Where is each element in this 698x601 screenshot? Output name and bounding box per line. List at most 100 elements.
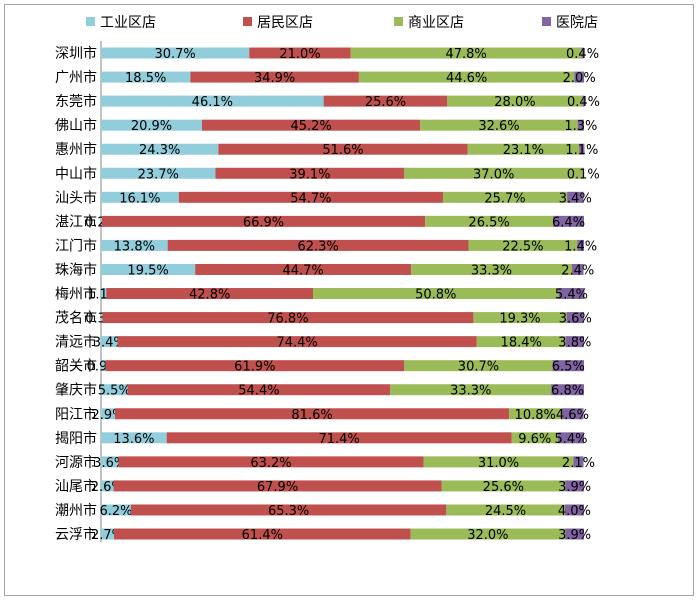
bar-segment-series-2 — [323, 95, 448, 107]
data-label-series-4: 5.4% — [555, 288, 588, 303]
bar-segment-series-3 — [404, 167, 584, 179]
data-label-series-2: 67.9% — [257, 480, 298, 495]
legend-label-3: 商业区店 — [408, 15, 464, 31]
legend-label-4: 医院店 — [556, 15, 598, 31]
plot-area: 深圳市 30.7% 21.0% 47.8% 0.4% 广州市 18.5% 34.9% 44.6%… — [55, 41, 600, 543]
data-label-series-4: 6.4% — [552, 215, 585, 230]
bar-segment-series-2 — [106, 288, 314, 300]
data-label-series-2: 74.4% — [276, 336, 317, 351]
bar-segment-series-1 — [101, 95, 324, 107]
data-label-series-3: 18.4% — [501, 336, 542, 351]
data-label-series-1: 20.9% — [131, 119, 172, 134]
data-label-series-3: 22.5% — [502, 239, 543, 254]
bar-segment-series-2 — [115, 408, 510, 420]
category-label: 云浮市 — [55, 526, 97, 543]
bar-segment-series-4 — [557, 432, 584, 444]
bar-segment-series-4 — [574, 71, 584, 83]
legend-swatch-3 — [394, 17, 403, 26]
data-label-series-4: 3.8% — [558, 336, 591, 351]
data-label-series-1: 46.1% — [192, 95, 233, 110]
data-label-series-1: 30.7% — [154, 47, 195, 62]
bar-segment-series-4 — [581, 47, 584, 59]
category-label: 珠海市 — [55, 261, 97, 278]
data-label-series-2: 65.3% — [268, 504, 309, 519]
bar-segment-series-4 — [573, 456, 584, 468]
data-label-series-4: 4.6% — [556, 408, 589, 423]
category-label: 潮州市 — [55, 502, 97, 519]
category-label: 湛江市 — [55, 213, 97, 230]
bar-segment-series-1 — [101, 215, 102, 227]
data-label-series-2: 61.9% — [234, 360, 275, 375]
data-label-series-3: 32.0% — [467, 528, 508, 543]
bar-segment-series-2 — [130, 504, 447, 516]
bar-segment-series-3 — [509, 408, 562, 420]
bar-segment-series-1 — [101, 312, 103, 324]
bar-segment-series-4 — [565, 336, 584, 348]
data-label-series-3: 26.5% — [468, 215, 509, 230]
bar-segment-series-2 — [178, 191, 443, 203]
bar-segment-series-2 — [114, 528, 411, 540]
data-label-series-3: 9.6% — [518, 432, 551, 447]
data-label-series-2: 45.2% — [290, 119, 331, 134]
bar-segment-series-2 — [167, 239, 469, 251]
data-label-series-2: 71.4% — [318, 432, 359, 447]
data-label-series-2: 54.4% — [238, 384, 279, 399]
data-label-series-1: 5.5% — [98, 384, 131, 399]
bar-segment-series-2 — [166, 432, 512, 444]
legend-label-2: 居民区店 — [257, 15, 313, 31]
bar-segment-series-3 — [411, 263, 572, 275]
bar-segment-series-3 — [390, 384, 552, 396]
bar-segment-series-2 — [113, 480, 442, 492]
data-label-series-3: 33.3% — [450, 384, 491, 399]
data-label-series-3: 37.0% — [473, 167, 514, 182]
data-label-series-4: 3.9% — [558, 480, 591, 495]
bar-segment-series-1 — [101, 408, 116, 420]
data-label-series-4: 0.1% — [567, 167, 600, 182]
data-label-series-2: 76.8% — [267, 312, 308, 327]
category-label: 韶关市 — [55, 358, 97, 375]
data-label-series-3: 25.7% — [484, 191, 525, 206]
data-label-series-3: 19.3% — [499, 312, 540, 327]
category-label: 梅州市 — [55, 286, 97, 303]
category-label: 阳江市 — [55, 406, 97, 423]
bar-segment-series-4 — [579, 143, 585, 155]
bar-segment-series-4 — [564, 504, 584, 516]
category-label: 清远市 — [55, 334, 97, 351]
data-label-series-3: 44.6% — [446, 71, 487, 86]
data-label-series-3: 50.8% — [415, 288, 456, 303]
bar-segment-series-1 — [101, 504, 131, 516]
data-label-series-4: 1.3% — [564, 119, 597, 134]
data-label-series-3: 31.0% — [478, 456, 519, 471]
bar-segment-series-3 — [404, 360, 553, 372]
bar-segment-series-3 — [441, 480, 566, 492]
data-label-series-3: 30.7% — [458, 360, 499, 375]
legend-label-1: 工业区店 — [100, 15, 156, 31]
data-label-series-4: 0.4% — [567, 95, 600, 110]
bar-segment-series-3 — [423, 456, 574, 468]
bar-segment-series-4 — [565, 528, 584, 540]
bar-segment-series-4 — [577, 239, 584, 251]
bar-segment-series-3 — [511, 432, 558, 444]
bar-segment-series-4 — [571, 263, 584, 275]
bar-segment-series-1 — [101, 384, 128, 396]
category-label: 江门市 — [55, 237, 97, 254]
bar-segment-series-3 — [350, 47, 582, 59]
bar-segment-series-2 — [249, 47, 351, 59]
data-label-series-4: 6.8% — [551, 384, 584, 399]
data-label-series-2: 62.3% — [297, 239, 338, 254]
bar-segment-series-1 — [101, 119, 202, 131]
data-label-series-1: 16.1% — [119, 191, 160, 206]
data-label-series-1: 24.3% — [139, 143, 180, 158]
data-label-series-2: 61.4% — [242, 528, 283, 543]
bar-segment-series-4 — [582, 95, 585, 107]
bar-segment-series-4 — [577, 119, 584, 131]
bar-segment-series-1 — [101, 480, 114, 492]
category-label: 惠州市 — [55, 141, 97, 158]
bar-segment-series-4 — [565, 480, 584, 492]
data-label-series-2: 34.9% — [254, 71, 295, 86]
bar-segment-series-1 — [101, 432, 167, 444]
data-label-series-4: 1.1% — [565, 143, 598, 158]
data-label-series-3: 23.1% — [503, 143, 544, 158]
bar-segment-series-1 — [101, 360, 106, 372]
